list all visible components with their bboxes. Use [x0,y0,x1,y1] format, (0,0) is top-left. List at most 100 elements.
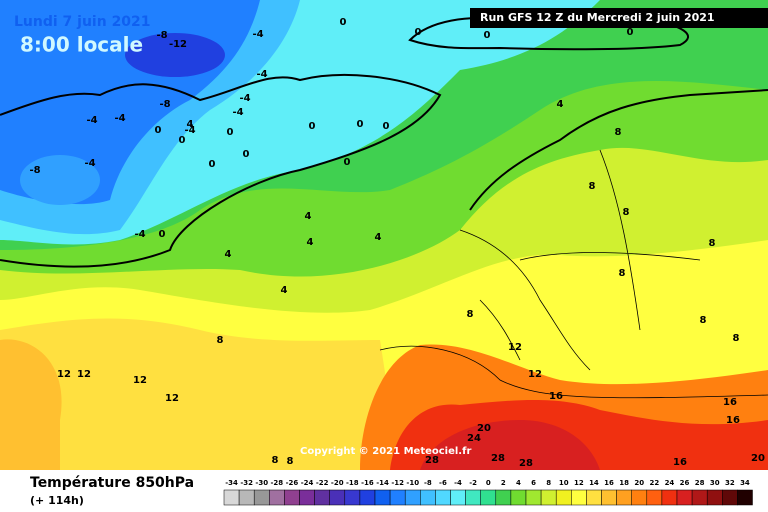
scale-label: -6 [439,479,447,487]
contour-label: 4 [225,249,232,260]
scale-label: -32 [240,479,253,487]
contour-label: 8 [217,335,224,346]
scale-label: 20 [634,479,644,487]
scale-label: 16 [604,479,614,487]
scale-swatch [223,489,240,506]
scale-swatch [238,489,255,506]
color-scale: -34 -32 -30 -28 -26 -24 -22 -20 -18 -16 -14 -12 -10-… [223,479,753,506]
scale-swatch [737,489,753,506]
scale-swatch [299,489,315,506]
lead-time: (+ 114h) [30,494,84,507]
scale-label: 10 [559,479,569,487]
contour-label: 4 [305,211,312,222]
scale-swatch [676,489,693,506]
contour-label: 8 [589,181,596,192]
contour-label: 8 [709,238,716,249]
scale-label: -4 [454,479,462,487]
contour-label: 12 [57,369,71,380]
contour-label: -4 [252,29,263,40]
contour-label: 8 [467,309,474,320]
copyright: Copyright © 2021 Meteociel.fr [300,446,471,457]
scale-swatch [359,489,376,506]
contour-label: 16 [673,457,687,468]
scale-label: 32 [725,479,735,487]
scale-swatch [389,489,406,506]
scale-label: 26 [680,479,690,487]
contour-label: 12 [528,369,542,380]
scale-swatch [706,489,723,506]
contour-label: 4 [557,99,564,110]
scale-label: -24 [301,479,314,487]
valid-time: Lundi 7 juin 2021 [14,14,151,30]
scale-swatch [555,489,572,506]
scale-label: 30 [710,479,720,487]
scale-label: -28 [271,479,284,487]
scale-label: 6 [531,479,536,487]
contour-label: 4 [281,285,288,296]
scale-label: 2 [501,479,506,487]
contour-label: 0 [209,159,216,170]
contour-label: 28 [425,455,439,466]
contour-label: -8 [156,30,167,41]
scale-label: -16 [361,479,374,487]
scale-label: 12 [574,479,584,487]
scale-label: 28 [695,479,705,487]
contour-label: 0 [357,119,364,130]
scale-swatch [269,489,285,506]
contour-label: 12 [165,393,179,404]
scale-label: -12 [391,479,404,487]
contour-label: 0 [243,149,250,160]
scale-label: -20 [331,479,344,487]
scale-swatch [616,489,632,506]
scale-swatch [631,489,648,506]
scale-swatch [284,489,300,506]
scale-swatch [404,489,421,506]
scale-swatch [329,489,346,506]
scale-swatch [510,489,527,506]
scale-swatch [691,489,708,506]
run-info: Run GFS 12 Z du Mercredi 2 juin 2021 [480,11,715,24]
contour-label: 4 [307,237,314,248]
contour-label: 8 [287,456,294,467]
scale-label: 8 [546,479,551,487]
scale-swatch [586,489,602,506]
contour-label: 12 [133,375,147,386]
scale-swatch [435,489,451,506]
scale-label: 22 [649,479,659,487]
scale-swatch [646,489,663,506]
contour-label: 20 [751,453,765,464]
field-title: Température 850hPa [30,475,194,491]
scale-swatch [344,489,361,506]
contour-label: 4 [375,232,382,243]
contour-label: 0 [179,135,186,146]
contour-label: 8 [615,127,622,138]
scale-swatch [465,489,481,506]
contour-label: 0 [484,30,491,41]
scale-swatch [661,489,678,506]
scale-label: 4 [516,479,521,487]
scale-label: -18 [346,479,359,487]
scale-label: 34 [740,479,750,487]
local-time: 8:00 locale [20,33,143,57]
scale-swatch [420,489,436,506]
contour-label: -4 [114,113,125,124]
contour-label: 28 [519,458,533,469]
scale-label: 18 [619,479,629,487]
scale-label: 14 [589,479,599,487]
borders [379,149,768,399]
scale-swatch [253,489,270,506]
contour-label: 16 [726,415,740,426]
contour-label: 0 [159,229,166,240]
scale-label: -22 [316,479,329,487]
scale-swatch [374,489,391,506]
scale-label: -14 [376,479,389,487]
scale-swatch [601,489,617,506]
contour-label: -4 [256,69,267,80]
contour-label: 0 [155,125,162,136]
scale-swatch [540,489,557,506]
run-banner [470,8,768,28]
temperature-field [0,0,768,470]
